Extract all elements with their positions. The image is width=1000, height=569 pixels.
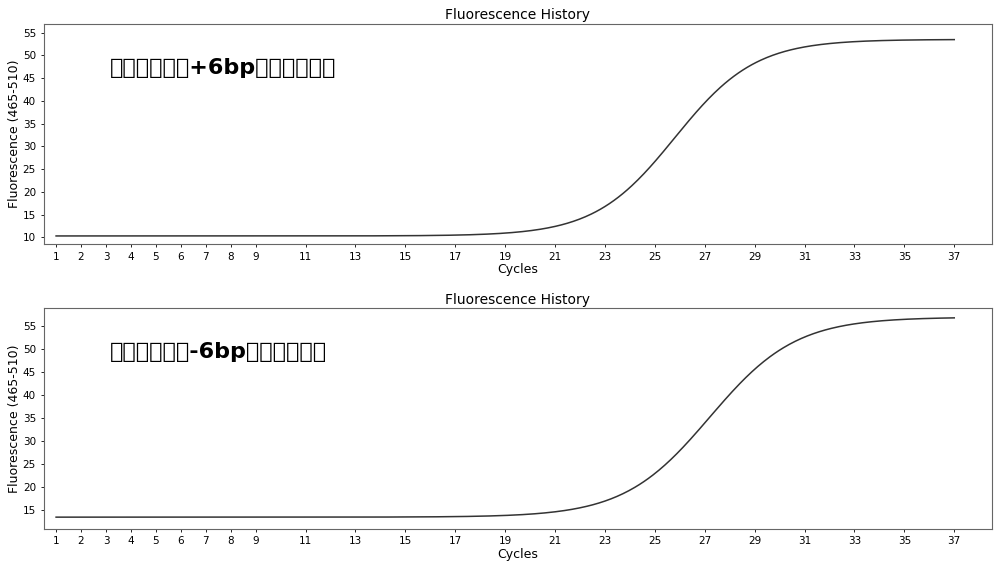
Title: Fluorescence History: Fluorescence History: [445, 9, 590, 22]
X-axis label: Cycles: Cycles: [497, 548, 538, 560]
Title: Fluorescence History: Fluorescence History: [445, 293, 590, 307]
X-axis label: Cycles: Cycles: [497, 263, 538, 276]
Y-axis label: Fluorescence (465-510): Fluorescence (465-510): [8, 60, 21, 208]
Text: 第二个反应（-6bp特异性引物）: 第二个反应（-6bp特异性引物）: [110, 342, 327, 362]
Y-axis label: Fluorescence (465-510): Fluorescence (465-510): [8, 344, 21, 493]
Text: 第一个反应（+6bp特异性引物）: 第一个反应（+6bp特异性引物）: [110, 57, 336, 77]
